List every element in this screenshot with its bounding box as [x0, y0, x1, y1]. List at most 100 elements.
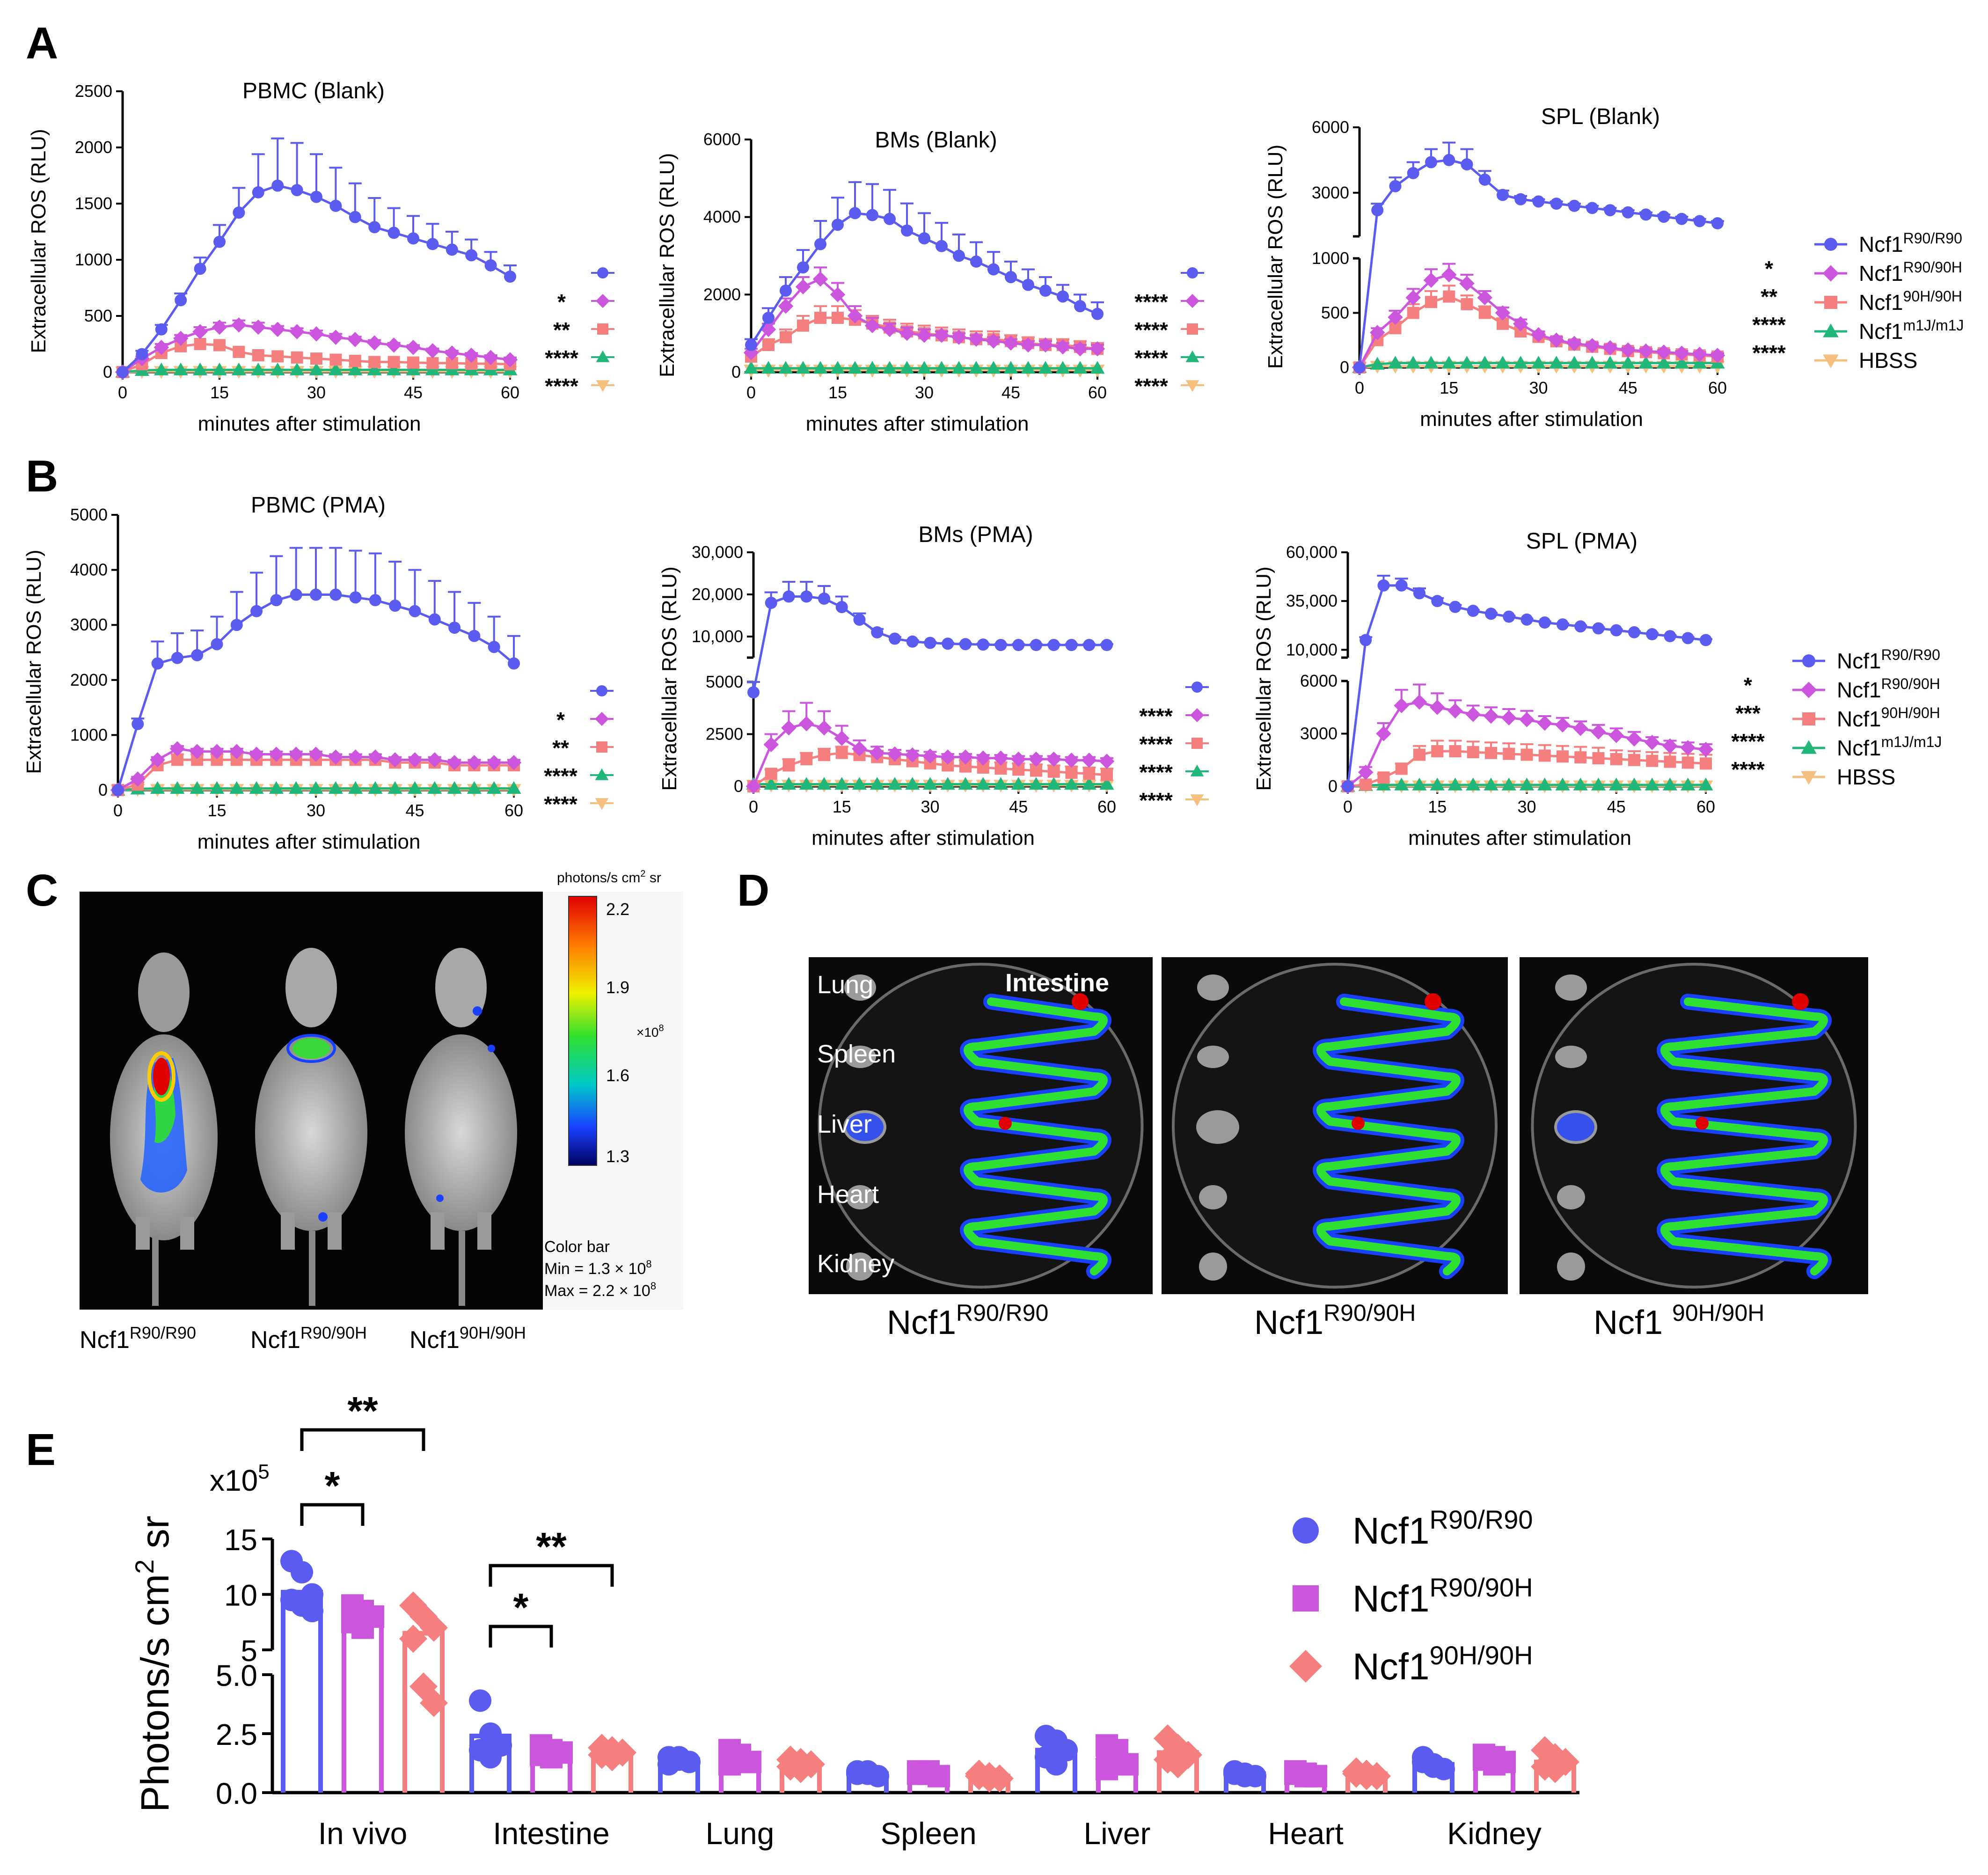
- significance-stars: ****: [1139, 732, 1173, 756]
- data-point: [1644, 777, 1659, 791]
- significance-stars: **: [347, 1389, 378, 1433]
- data-point: [1065, 767, 1078, 779]
- data-point: [1541, 1755, 1569, 1783]
- data-point: [906, 635, 919, 648]
- data-point: [211, 638, 223, 651]
- organ-label: Lung: [817, 971, 873, 999]
- data-point: [832, 312, 844, 324]
- significance-stars: *: [1765, 256, 1773, 281]
- data-point: [328, 362, 343, 375]
- y-tick-label: 2000: [70, 670, 108, 689]
- data-point: [175, 294, 187, 307]
- legend-marker: [1289, 1650, 1322, 1683]
- series-m1j: [746, 776, 1114, 790]
- data-point: [799, 776, 814, 790]
- x-tick-label: 30: [307, 801, 325, 820]
- data-point: [1620, 342, 1636, 358]
- data-point: [348, 362, 363, 375]
- y-tick-label: 15: [224, 1523, 257, 1557]
- data-point: [136, 348, 148, 360]
- legend-label: HBSS: [1859, 348, 1917, 373]
- data-point: [1608, 728, 1624, 743]
- data-point: [1234, 1765, 1256, 1787]
- data-point: [934, 361, 949, 374]
- data-point: [406, 362, 421, 375]
- data-point: [746, 778, 761, 794]
- data-point: [1658, 211, 1670, 223]
- data-point: [1353, 361, 1366, 374]
- y-tick-label: 0: [103, 362, 112, 381]
- data-point: [1443, 290, 1455, 303]
- x-tick-label: 0: [118, 383, 127, 402]
- organ-signal: [846, 1113, 884, 1141]
- chart-a2: 0 2000 4000 6000 0 15 30 45 60 minutes after stim…: [656, 128, 1204, 435]
- data-point: [506, 754, 522, 770]
- x-tick-label: 15: [1440, 378, 1458, 397]
- data-point: [194, 338, 206, 350]
- significance-bracket: [300, 1428, 425, 1451]
- organ-sample: [846, 1185, 874, 1209]
- panel-c-labels: Ncf1R90/R90 Ncf1R90/90H Ncf190H/90H: [80, 1323, 526, 1354]
- data-point: [1710, 348, 1725, 363]
- data-point: [252, 186, 264, 198]
- data-point: [951, 330, 967, 345]
- data-point: [308, 326, 324, 342]
- data-point: [231, 317, 247, 333]
- x-axis-label: minutes after stimulation: [811, 827, 1035, 850]
- data-point: [1412, 777, 1427, 791]
- data-point: [866, 209, 878, 221]
- data-point: [953, 249, 965, 262]
- x-axis-label: minutes after stimulation: [197, 830, 421, 853]
- data-point: [407, 356, 419, 369]
- x-tick-label: Kidney: [1447, 1816, 1542, 1851]
- data-point: [1501, 777, 1516, 791]
- data-point: [1359, 634, 1372, 646]
- data-point: [1662, 777, 1678, 791]
- x-tick-label: 15: [1428, 797, 1447, 816]
- data-point: [1443, 154, 1455, 166]
- intestine-hotspot: [1425, 993, 1441, 1010]
- data-point: [940, 749, 956, 765]
- data-point: [1425, 296, 1437, 308]
- data-point: [1072, 341, 1088, 357]
- data-point: [1698, 742, 1714, 757]
- data-point: [212, 362, 227, 375]
- series-r90-r90: [1353, 141, 1724, 374]
- y-tick-label: 6000: [1300, 671, 1338, 690]
- x-tick-label: 0: [1343, 797, 1352, 816]
- chart-b2: 0 2500 5000 10,000 20,000 30,000 0 15 30 45 60 minu…: [658, 522, 1209, 850]
- bar-group-intestine: Intestine: [469, 1689, 636, 1851]
- y-axis-label: Extracellular ROS (RLU): [1264, 145, 1287, 369]
- data-point: [192, 324, 208, 339]
- y-tick-label: 10: [224, 1579, 257, 1612]
- data-point: [329, 199, 342, 212]
- data-point: [130, 771, 146, 787]
- data-point: [349, 355, 361, 367]
- data-point: [1441, 356, 1456, 369]
- intestine-hotspot: [999, 1117, 1012, 1130]
- data-point: [1449, 745, 1462, 757]
- bar: [342, 1614, 384, 1793]
- legend-label: HBSS: [1837, 765, 1895, 789]
- data-point: [1012, 639, 1025, 651]
- legend-marker: [1293, 1585, 1319, 1611]
- series-r90-90h: [1352, 263, 1725, 375]
- x-axis-label: minutes after stimulation: [806, 412, 1029, 435]
- data-point: [1503, 610, 1515, 623]
- data-point: [797, 319, 809, 332]
- data-point: [420, 1613, 448, 1642]
- significance-stars: *: [513, 1585, 529, 1629]
- data-point: [1377, 771, 1390, 784]
- legend-label: Ncf190H/90H: [1859, 288, 1962, 315]
- data-point: [1424, 356, 1439, 369]
- data-point: [1557, 618, 1569, 631]
- data-point: [1610, 624, 1623, 637]
- data-point: [504, 271, 516, 283]
- data-point: [1519, 777, 1535, 791]
- colorbar-gradient: [568, 896, 597, 1166]
- y-tick-label: 35,000: [1286, 591, 1338, 610]
- mouse-1: [110, 952, 218, 1306]
- data-point: [269, 747, 284, 762]
- y-tick-label: 0: [1328, 776, 1338, 796]
- data-point: [916, 328, 932, 343]
